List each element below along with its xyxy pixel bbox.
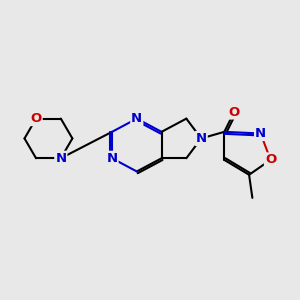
Text: N: N (255, 127, 266, 140)
Text: N: N (106, 152, 118, 165)
Text: O: O (229, 106, 240, 118)
Text: N: N (196, 132, 207, 145)
Text: N: N (55, 152, 66, 165)
Text: O: O (30, 112, 42, 125)
Text: O: O (265, 153, 276, 167)
Text: N: N (131, 112, 142, 125)
